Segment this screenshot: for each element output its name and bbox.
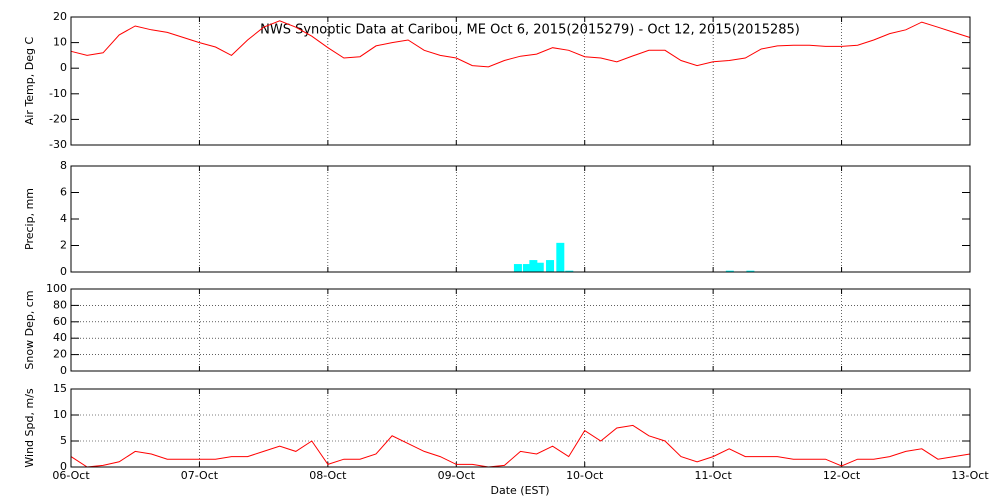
bar <box>746 270 755 272</box>
x-tick-label: 08-Oct <box>309 469 347 482</box>
data-line <box>70 424 971 468</box>
x-tick-label: 12-Oct <box>823 469 861 482</box>
y-axis-label: Wind Spd, m/s <box>23 388 36 468</box>
x-axis-label: Date (EST) <box>490 484 549 497</box>
y-tick-label: 0 <box>60 364 67 377</box>
y-tick-label: 0 <box>60 460 67 473</box>
plot-frame <box>70 165 971 273</box>
y-axis-label: Snow Dep, cm <box>23 290 36 369</box>
y-tick-label: 40 <box>53 331 67 344</box>
y-tick-label: 6 <box>60 186 67 199</box>
x-tick-label: 10-Oct <box>566 469 604 482</box>
bar <box>556 242 565 272</box>
y-tick-label: 0 <box>60 61 67 74</box>
plot-frame <box>70 388 971 468</box>
y-tick-label: 15 <box>53 382 67 395</box>
y-tick-label: -10 <box>49 87 67 100</box>
y-tick-label: 100 <box>46 282 67 295</box>
y-tick-label: 5 <box>60 434 67 447</box>
x-tick-label: 09-Oct <box>438 469 476 482</box>
x-tick-label: 06-Oct <box>52 469 90 482</box>
y-tick-label: 80 <box>53 298 67 311</box>
x-tick-label: 13-Oct <box>951 469 989 482</box>
y-tick-label: 8 <box>60 159 67 172</box>
y-tick-label: 20 <box>53 10 67 23</box>
y-tick-label: 0 <box>60 265 67 278</box>
y-tick-label: -30 <box>49 138 67 151</box>
y-tick-label: 2 <box>60 239 67 252</box>
x-tick-label: 07-Oct <box>181 469 219 482</box>
bar <box>546 260 555 272</box>
bar <box>522 264 531 272</box>
bar <box>513 264 522 272</box>
x-tick-label: 11-Oct <box>694 469 732 482</box>
plot-frame <box>70 288 971 372</box>
bar <box>725 270 734 272</box>
y-tick-label: 4 <box>60 212 67 225</box>
y-tick-label: 10 <box>53 408 67 421</box>
y-axis-label: Precip, mm <box>23 188 36 250</box>
bar <box>565 270 574 272</box>
y-tick-label: 10 <box>53 36 67 49</box>
y-tick-label: -20 <box>49 112 67 125</box>
y-tick-label: 60 <box>53 315 67 328</box>
chart-title: NWS Synoptic Data at Caribou, ME Oct 6, … <box>260 23 800 38</box>
y-tick-label: 20 <box>53 348 67 361</box>
bar <box>529 260 538 272</box>
plot-frame <box>70 16 971 146</box>
bar <box>535 262 544 272</box>
data-line <box>70 20 971 68</box>
y-axis-label: Air Temp, Deg C <box>23 37 36 126</box>
